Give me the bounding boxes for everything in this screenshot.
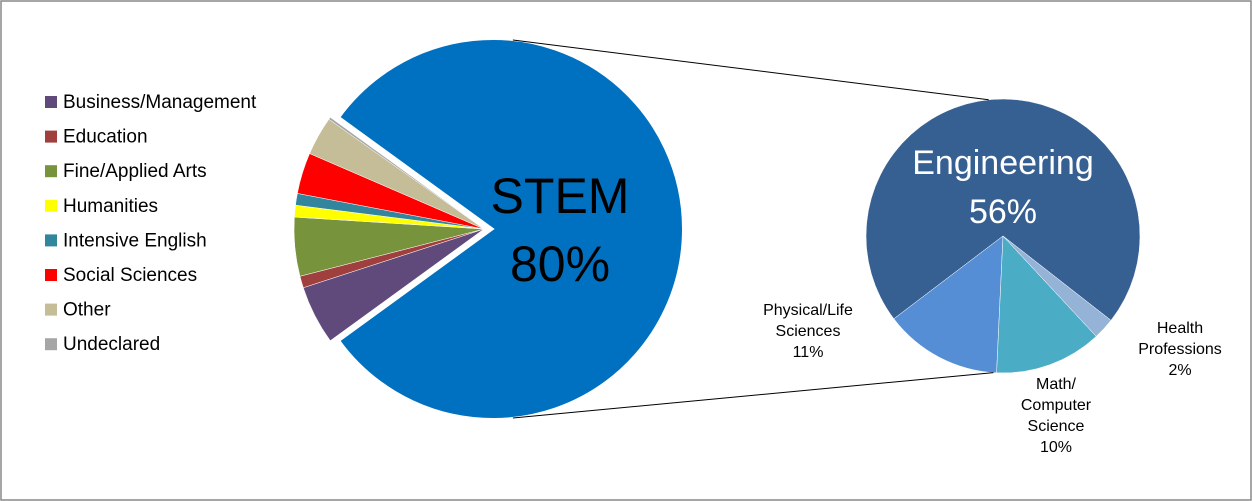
data-label-name: Health Professions bbox=[1138, 320, 1222, 358]
data-label-name: Physical/Life Sciences bbox=[763, 302, 853, 340]
legend-label: Social Sciences bbox=[63, 265, 197, 286]
legend-label: Undeclared bbox=[63, 334, 160, 355]
connector-line bbox=[512, 372, 994, 419]
data-label-name: Math/ Computer Science bbox=[1020, 376, 1092, 435]
pie-slice bbox=[1002, 235, 1112, 337]
slice-label: Engineering bbox=[912, 144, 1093, 182]
legend-swatch bbox=[45, 269, 57, 281]
slice-value-label: 56% bbox=[969, 193, 1037, 231]
data-label-value: 10% bbox=[1039, 439, 1073, 456]
legend-label: Humanities bbox=[63, 196, 158, 217]
legend-label: Intensive English bbox=[63, 230, 207, 251]
legend-label: Other bbox=[63, 300, 111, 321]
data-label: Physical/Life Sciences 11% bbox=[748, 300, 868, 363]
legend-label: Education bbox=[63, 127, 148, 148]
data-label-value: 2% bbox=[1168, 362, 1192, 379]
data-label-value: 11% bbox=[792, 344, 824, 361]
data-label: Health Professions 2% bbox=[1130, 318, 1230, 381]
legend-label: Business/Management bbox=[63, 92, 257, 113]
legend-swatch bbox=[45, 165, 57, 178]
pie-slice bbox=[328, 116, 485, 230]
pie-slice bbox=[893, 235, 1004, 374]
pie-slice bbox=[996, 235, 1097, 374]
slice-label: STEM bbox=[491, 168, 630, 224]
legend-swatch bbox=[45, 199, 57, 212]
slice-value-label: 80% bbox=[510, 236, 610, 292]
data-label: Math/ Computer Science 10% bbox=[1015, 374, 1097, 458]
legend-swatch bbox=[45, 338, 57, 351]
legend-swatch bbox=[45, 96, 57, 108]
legend-swatch bbox=[45, 234, 57, 247]
legend-label: Fine/Applied Arts bbox=[63, 161, 207, 182]
legend-swatch bbox=[45, 130, 57, 143]
connector-line bbox=[512, 39, 989, 101]
legend-swatch bbox=[45, 303, 57, 316]
pie-slice bbox=[865, 98, 1141, 321]
pie-slice bbox=[337, 38, 684, 420]
